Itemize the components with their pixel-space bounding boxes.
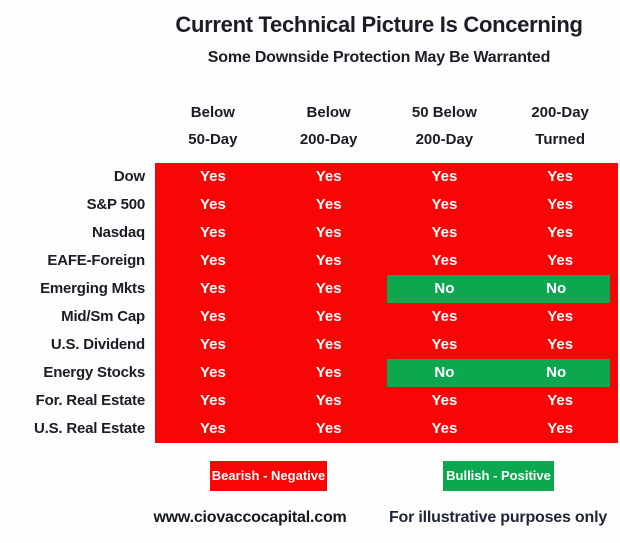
table-cell: Yes	[270, 247, 387, 275]
table-cell: Yes	[155, 191, 271, 219]
table-cell: Yes	[270, 191, 387, 219]
table-cell: No	[386, 359, 503, 387]
table-cell: Yes	[270, 415, 387, 443]
table-row: Yes Yes No No	[155, 275, 618, 303]
table-cell: Yes	[502, 219, 618, 247]
table-cell: Yes	[502, 331, 618, 359]
website-url: www.ciovaccocapital.com	[153, 509, 347, 526]
table-cell: Yes	[502, 247, 618, 275]
table-cell: Yes	[502, 415, 618, 443]
row-label: Emerging Mkts	[40, 280, 145, 297]
table-cell: Yes	[270, 331, 387, 359]
table-cell: Yes	[386, 387, 503, 415]
table-cell: No	[502, 275, 618, 303]
page-subtitle: Some Downside Protection May Be Warrante…	[207, 49, 551, 66]
table-cell: No	[502, 359, 618, 387]
row-labels: Dow S&P 500 Nasdaq EAFE-Foreign Emerging Mkt…	[0, 163, 145, 443]
page-title: Current Technical Picture Is Concerning	[175, 12, 583, 37]
table-row: Yes Yes Yes Yes	[155, 219, 618, 247]
row-label: EAFE-Foreign	[47, 252, 145, 269]
table-cell: Yes	[502, 191, 618, 219]
legend-bearish-badge: Bearish - Negative	[210, 461, 327, 491]
table-cell: Yes	[386, 219, 503, 247]
table-row: Yes Yes Yes Yes	[155, 163, 618, 191]
table-cell: Yes	[155, 247, 271, 275]
table-cell: Yes	[386, 303, 503, 331]
table-cell: Yes	[270, 387, 387, 415]
table-cell: Yes	[386, 163, 503, 191]
table-row: Yes Yes Yes Yes	[155, 415, 618, 443]
table-cell: Yes	[270, 275, 387, 303]
table-cell: Yes	[502, 387, 618, 415]
table-cell: Yes	[386, 331, 503, 359]
table-row: Yes Yes No No	[155, 359, 618, 387]
table-cell: Yes	[155, 219, 271, 247]
table-cell: Yes	[386, 191, 503, 219]
column-header: 50 Below 200-Day	[411, 104, 477, 148]
row-label: U.S. Real Estate	[33, 420, 145, 437]
disclaimer-text: For illustrative purposes only	[388, 509, 608, 526]
table-cell: No	[386, 275, 503, 303]
table-row: Yes Yes Yes Yes	[155, 331, 618, 359]
table-cell: Yes	[155, 415, 271, 443]
row-label: Dow	[113, 168, 145, 185]
table-row: Yes Yes Yes Yes	[155, 247, 618, 275]
table-cell: Yes	[270, 219, 387, 247]
table-row: Yes Yes Yes Yes	[155, 303, 618, 331]
table-cell: Yes	[155, 275, 271, 303]
column-header: 200-Day Turned	[531, 104, 589, 148]
table-cell: Yes	[155, 331, 271, 359]
table-cell: Yes	[270, 303, 387, 331]
table-cell: Yes	[155, 163, 271, 191]
legend-bullish-badge: Bullish - Positive	[443, 461, 554, 491]
row-label: Mid/Sm Cap	[61, 308, 145, 325]
signal-table: Yes Yes Yes Yes Yes Yes Yes Yes Yes Yes Yes Yes Yes Y…	[155, 163, 618, 443]
table-cell: Yes	[155, 387, 271, 415]
column-header: Below 50-Day	[188, 104, 238, 148]
table-cell: Yes	[386, 247, 503, 275]
row-label: For. Real Estate	[35, 392, 146, 409]
table-cell: Yes	[155, 303, 271, 331]
table-cell: Yes	[270, 359, 387, 387]
table-row: Yes Yes Yes Yes	[155, 191, 618, 219]
table-cell: Yes	[502, 163, 618, 191]
column-header: Below 200-Day	[299, 104, 358, 148]
table-cell: Yes	[386, 415, 503, 443]
row-label: Energy Stocks	[43, 364, 145, 381]
table-cell: Yes	[502, 303, 618, 331]
row-label: Nasdaq	[92, 224, 145, 241]
row-label: S&P 500	[86, 196, 146, 213]
table-row: Yes Yes Yes Yes	[155, 387, 618, 415]
table-cell: Yes	[270, 163, 387, 191]
table-cell: Yes	[155, 359, 271, 387]
column-headers: Below 50-Day Below 200-Day 50 Below 200-Day 20…	[155, 99, 618, 155]
row-label: U.S. Dividend	[50, 336, 145, 353]
